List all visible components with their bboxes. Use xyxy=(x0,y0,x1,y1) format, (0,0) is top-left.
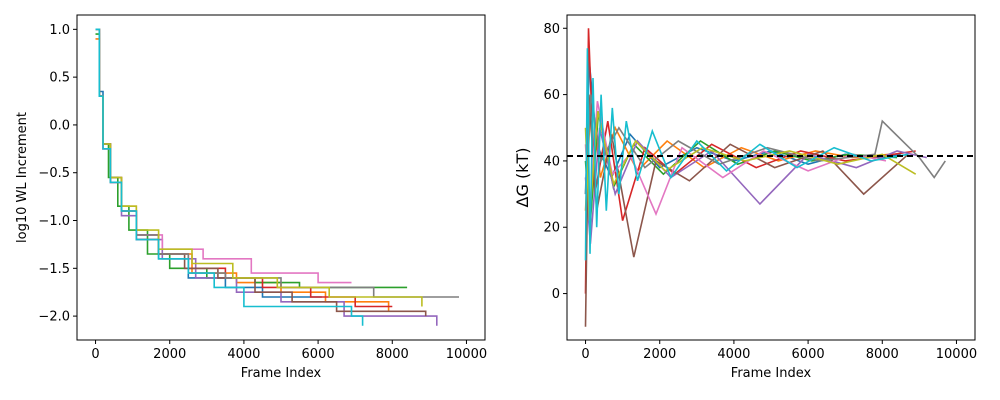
x-tick-label: 0 xyxy=(91,347,99,362)
series-line-3 xyxy=(95,33,408,289)
y-axis-label: log10 WL Increment xyxy=(15,112,30,243)
x-axis-label: Frame Index xyxy=(241,366,322,381)
series-line-3 xyxy=(584,111,898,228)
y-tick-label: 80 xyxy=(543,22,560,37)
y-tick-label: −1.5 xyxy=(38,262,70,277)
x-tick-label: 10000 xyxy=(446,347,487,362)
x-tick-label: 0 xyxy=(581,347,589,362)
x-tick-label: 4000 xyxy=(717,347,750,362)
series-line-5 xyxy=(584,127,927,244)
series-line-2 xyxy=(95,38,390,312)
plot-frame xyxy=(76,14,486,341)
series-line-7 xyxy=(95,28,352,284)
series-line-7 xyxy=(584,101,887,217)
series-line-9 xyxy=(95,28,423,307)
x-axis-label: Frame Index xyxy=(731,366,812,381)
series-line-10 xyxy=(95,28,364,326)
series-line-6 xyxy=(584,94,909,327)
x-tick-label: 10000 xyxy=(936,347,977,362)
x-tick-label: 6000 xyxy=(792,347,825,362)
left-chart: 0 2000 4000 6000 8000 10000 1.0 0.5 0.0 −0.5 −1.0 −… xyxy=(15,14,487,381)
x-tick-label: 2000 xyxy=(643,347,676,362)
y-tick-label: 0.5 xyxy=(49,71,70,86)
x-tick-label: 4000 xyxy=(227,347,260,362)
y-tick-label: 0 xyxy=(552,287,560,302)
plot-frame xyxy=(566,14,976,341)
y-tick-label: −0.5 xyxy=(38,166,70,181)
y-tick-label: 0.0 xyxy=(49,118,70,133)
right-chart: 0 2000 4000 6000 8000 10000 0 20 40 60 80 Frame Ind… xyxy=(513,14,977,381)
y-tick-label: 40 xyxy=(543,154,560,169)
y-tick-label: 20 xyxy=(543,221,560,236)
x-tick-label: 2000 xyxy=(153,347,186,362)
series-line-5 xyxy=(95,28,438,326)
x-tick-label: 6000 xyxy=(302,347,335,362)
y-tick-label: −1.0 xyxy=(38,214,70,229)
series-line-8 xyxy=(95,28,459,298)
series-line-1 xyxy=(95,28,322,298)
x-tick-label: 8000 xyxy=(866,347,899,362)
y-tick-label: 60 xyxy=(543,88,560,103)
series-line-4 xyxy=(95,28,393,308)
y-axis-label: ΔG (kT) xyxy=(513,148,532,208)
series-line-1 xyxy=(584,61,901,195)
x-tick-label: 8000 xyxy=(376,347,409,362)
series-line-10 xyxy=(584,48,909,261)
y-tick-label: 1.0 xyxy=(49,23,70,38)
y-tick-label: −2.0 xyxy=(38,310,70,325)
